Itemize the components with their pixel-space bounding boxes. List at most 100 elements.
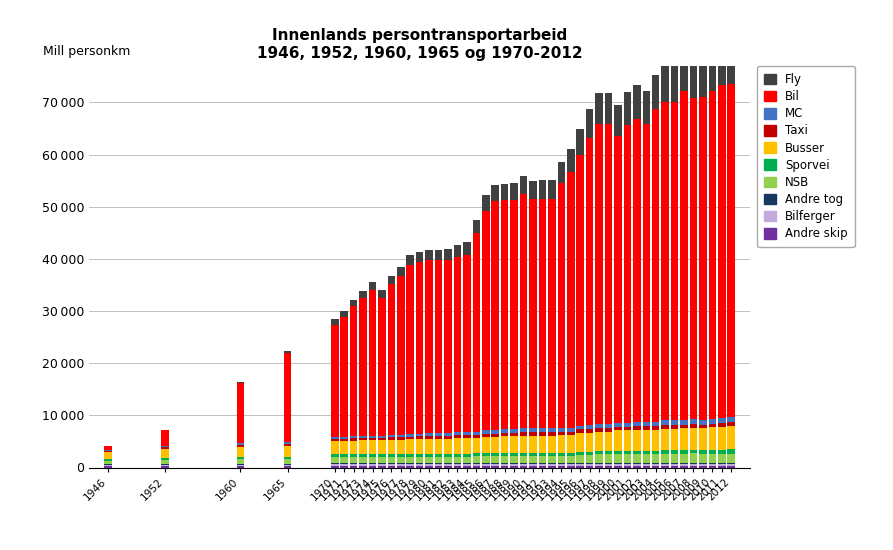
Bar — [605, 428, 613, 432]
Bar — [605, 124, 613, 424]
Text: Mill personkm: Mill personkm — [43, 45, 130, 58]
Bar — [680, 91, 688, 420]
Bar — [538, 456, 547, 463]
Bar — [605, 424, 613, 428]
Bar — [699, 454, 706, 463]
Bar — [416, 464, 423, 466]
Bar — [662, 425, 669, 429]
Bar — [369, 282, 376, 290]
Bar — [689, 466, 697, 467]
Bar — [623, 431, 631, 451]
Bar — [614, 464, 622, 466]
Bar — [369, 436, 376, 438]
Bar — [454, 257, 462, 432]
Bar — [652, 451, 660, 454]
Bar — [284, 443, 291, 446]
Bar — [340, 464, 348, 466]
Bar — [576, 430, 584, 433]
Bar — [406, 437, 414, 439]
Bar — [576, 129, 584, 155]
Bar — [350, 441, 357, 454]
Bar — [104, 446, 112, 450]
Bar — [718, 464, 726, 466]
Bar — [369, 466, 376, 467]
Bar — [463, 435, 471, 438]
Bar — [369, 457, 376, 463]
Bar — [728, 40, 735, 84]
Bar — [472, 432, 480, 434]
Bar — [491, 464, 499, 466]
Bar — [331, 439, 338, 442]
Bar — [416, 252, 423, 262]
Bar — [501, 464, 508, 466]
Bar — [491, 185, 499, 201]
Bar — [548, 466, 555, 467]
Bar — [708, 466, 716, 468]
Bar — [501, 200, 508, 430]
Bar — [605, 454, 613, 463]
Bar — [671, 420, 679, 425]
Bar — [586, 463, 594, 464]
Bar — [161, 458, 169, 460]
Bar — [605, 452, 613, 454]
Bar — [557, 183, 565, 428]
Bar — [530, 199, 537, 428]
Bar — [662, 466, 669, 467]
Bar — [614, 427, 622, 431]
Bar — [378, 298, 386, 436]
Bar — [538, 436, 547, 453]
Bar — [463, 242, 471, 255]
Bar — [491, 456, 499, 463]
Bar — [161, 431, 169, 446]
Bar — [633, 466, 640, 467]
Bar — [633, 119, 640, 422]
Bar — [596, 463, 603, 464]
Bar — [388, 457, 396, 463]
Bar — [520, 466, 528, 467]
Bar — [237, 443, 244, 444]
Bar — [671, 464, 679, 466]
Bar — [501, 436, 508, 453]
Bar — [623, 427, 631, 431]
Bar — [397, 267, 405, 276]
Bar — [586, 138, 594, 425]
Bar — [482, 430, 489, 433]
Bar — [530, 456, 537, 463]
Bar — [444, 464, 452, 466]
Bar — [350, 457, 357, 463]
Bar — [359, 441, 367, 454]
Bar — [359, 291, 367, 298]
Bar — [708, 454, 716, 463]
Bar — [576, 452, 584, 455]
Bar — [237, 447, 244, 457]
Bar — [359, 457, 367, 463]
Bar — [284, 465, 291, 466]
Bar — [662, 429, 669, 450]
Bar — [161, 465, 169, 466]
Bar — [614, 431, 622, 451]
Bar — [425, 454, 433, 456]
Bar — [444, 249, 452, 261]
Bar — [340, 311, 348, 317]
Bar — [350, 306, 357, 436]
Bar — [369, 441, 376, 454]
Bar — [406, 454, 414, 456]
Bar — [623, 451, 631, 454]
Bar — [671, 425, 679, 429]
Bar — [463, 466, 471, 467]
Bar — [359, 438, 367, 441]
Bar — [472, 456, 480, 463]
Bar — [463, 464, 471, 466]
Bar — [435, 432, 442, 436]
Bar — [435, 464, 442, 466]
Bar — [699, 450, 706, 454]
Bar — [633, 454, 640, 463]
Bar — [388, 454, 396, 457]
Bar — [708, 424, 716, 427]
Bar — [237, 457, 244, 459]
Bar — [472, 464, 480, 466]
Bar — [605, 92, 613, 124]
Bar — [237, 459, 244, 464]
Bar — [671, 463, 679, 464]
Bar — [680, 428, 688, 450]
